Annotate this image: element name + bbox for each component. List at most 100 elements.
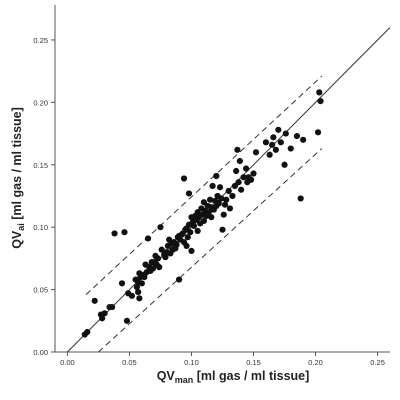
x-tick-label: 0.20 (308, 358, 323, 367)
data-point (187, 229, 194, 236)
y-axis-label: QVai [ml gas / ml tissue] (10, 107, 26, 249)
data-point (242, 165, 250, 172)
data-point (136, 295, 143, 302)
data-point (206, 196, 214, 203)
data-point (287, 145, 294, 152)
x-tick-label: 0.15 (246, 358, 261, 367)
data-point (282, 130, 289, 137)
data-point (275, 126, 282, 133)
dashed-limit-upper-line (85, 75, 323, 295)
data-point (183, 242, 190, 250)
data-point (208, 214, 215, 221)
data-point (200, 217, 207, 225)
data-point (108, 303, 116, 311)
data-point (123, 317, 131, 324)
data-point (297, 195, 304, 202)
x-axis-label-unit: [ml gas / ml tissue] (193, 369, 309, 383)
data-point (226, 205, 234, 212)
data-point (270, 134, 277, 141)
x-tick-label: 0.05 (122, 358, 137, 367)
data-point (162, 254, 169, 261)
data-point (111, 230, 118, 237)
data-point (262, 139, 270, 146)
data-point (277, 139, 284, 146)
data-point (213, 172, 220, 180)
y-tick-label: 0.20 (33, 98, 48, 107)
data-point (300, 136, 307, 143)
data-point (234, 146, 241, 153)
data-point (128, 292, 136, 299)
data-point (266, 151, 273, 158)
data-point (205, 209, 212, 216)
axes (54, 5, 390, 353)
y-axis-label-subscript: ai (16, 223, 26, 231)
data-point (190, 222, 198, 230)
data-point (118, 280, 126, 287)
data-point (173, 241, 180, 248)
data-point (219, 226, 226, 233)
data-point (314, 129, 322, 136)
data-point (188, 247, 195, 254)
x-tick-label: 0.10 (184, 358, 199, 367)
data-point (91, 297, 98, 304)
dashed-limit-lower-line (98, 148, 323, 353)
data-point (218, 195, 225, 202)
data-point (84, 328, 91, 336)
data-point (221, 201, 229, 208)
data-point (272, 146, 279, 153)
data-point (154, 255, 162, 262)
x-axis-label-main: QV (157, 369, 176, 383)
y-tick-label: 0.25 (33, 36, 48, 45)
data-point (216, 184, 224, 191)
data-point (225, 187, 232, 195)
data-point (281, 161, 288, 168)
data-point (121, 229, 128, 236)
data-points (81, 89, 324, 338)
data-point (133, 283, 140, 291)
data-point (158, 246, 165, 253)
y-axis-ticks: 0.00 0.05 0.10 0.15 0.20 0.25 (33, 36, 55, 357)
data-point (157, 224, 164, 231)
data-point (269, 141, 276, 148)
data-point (185, 190, 193, 197)
data-point (229, 192, 236, 200)
data-point (135, 288, 142, 296)
data-point (101, 310, 108, 317)
y-tick-label: 0.00 (33, 348, 48, 357)
data-point (180, 175, 188, 182)
y-tick-label: 0.10 (33, 223, 48, 232)
data-point (240, 174, 247, 181)
x-axis-label-subscript: man (175, 375, 194, 385)
data-point (138, 280, 145, 287)
data-point (215, 200, 222, 207)
data-point (247, 176, 255, 183)
y-axis-label-unit: [ml gas / ml tissue] (10, 107, 24, 223)
data-point (233, 167, 240, 175)
data-point (238, 186, 245, 193)
data-point (293, 132, 301, 140)
data-point (252, 149, 260, 156)
x-tick-label: 0.00 (60, 358, 75, 367)
x-axis-label: QVman [ml gas / ml tissue] (157, 369, 310, 385)
data-point (236, 157, 243, 165)
x-axis-ticks: 0.00 0.05 0.10 0.15 0.20 0.25 (60, 352, 385, 367)
y-tick-label: 0.05 (33, 286, 48, 295)
data-point (156, 264, 163, 271)
data-point (99, 315, 106, 322)
data-point (250, 170, 257, 177)
data-point (194, 227, 201, 235)
data-point (317, 98, 324, 105)
data-point (209, 182, 216, 190)
data-point (235, 179, 242, 186)
data-point (184, 234, 191, 241)
x-tick-label: 0.25 (370, 358, 385, 367)
data-point (144, 235, 152, 242)
y-tick-label: 0.15 (33, 161, 48, 170)
y-axis-label-main: QV (10, 230, 24, 249)
data-point (316, 89, 323, 96)
data-point (175, 276, 183, 283)
data-point (220, 211, 227, 218)
data-point (223, 196, 230, 203)
